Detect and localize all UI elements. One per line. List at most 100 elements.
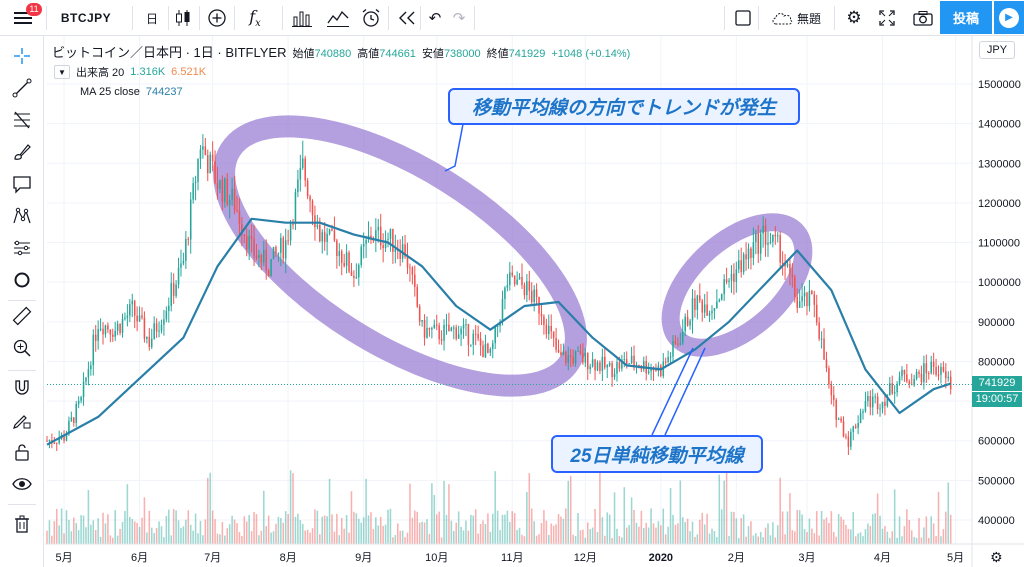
play-button[interactable]: ▶ — [994, 1, 1024, 34]
volume-bar — [893, 489, 896, 544]
trend-line-icon — [12, 78, 32, 98]
ma-annotation: 25日単純移動平均線 — [551, 435, 763, 473]
volume-bar — [68, 519, 70, 544]
high-label: 高値 — [357, 48, 380, 60]
last-price-label: 741929 — [972, 376, 1022, 391]
zoom-in-icon — [13, 339, 31, 357]
fib-tool[interactable] — [7, 106, 37, 134]
volume-bar — [533, 521, 535, 544]
save-layout-button[interactable]: 無題 — [760, 0, 832, 36]
candle-body — [521, 276, 523, 286]
candles-icon — [176, 10, 190, 26]
volume-bar — [725, 469, 728, 544]
fullscreen-button[interactable] — [872, 0, 902, 36]
candle-body — [180, 263, 182, 268]
candle-body — [340, 251, 343, 264]
volume-bar — [638, 526, 640, 544]
candle-body — [621, 359, 623, 369]
volume-bar — [718, 474, 721, 544]
volume-bar — [555, 524, 557, 544]
candle-body — [70, 417, 73, 421]
settings-button[interactable]: ⚙ — [840, 0, 868, 36]
crosshair-tool[interactable] — [7, 42, 37, 70]
pattern-tool[interactable] — [7, 202, 37, 230]
volume-bar — [796, 509, 799, 544]
volume-bar — [202, 535, 204, 544]
chart-type-button[interactable] — [170, 0, 196, 36]
ma-label[interactable]: MA 25 close — [80, 86, 140, 98]
snapshot-button[interactable] — [908, 0, 938, 36]
visibility-tool[interactable] — [7, 470, 37, 498]
magnet-tool[interactable] — [7, 374, 37, 402]
prediction-tool[interactable] — [7, 234, 37, 262]
volume-bar — [859, 532, 862, 544]
replay-button[interactable] — [392, 0, 422, 36]
volume-bar — [277, 516, 280, 544]
candle-body — [272, 246, 275, 260]
candle-body — [121, 319, 124, 333]
candle-body — [453, 327, 455, 329]
zoom-tool[interactable] — [7, 334, 37, 362]
candle-body — [141, 315, 143, 318]
symbol-search-button[interactable]: BTCJPY — [60, 11, 112, 25]
candle-body — [487, 343, 489, 353]
candle-body — [815, 304, 818, 323]
volume-bar — [241, 535, 243, 544]
trend-line-tool[interactable] — [7, 74, 37, 102]
redo-button[interactable]: ↷ — [448, 0, 470, 36]
time-tick-label: 10月 — [425, 552, 448, 564]
candle-body — [604, 356, 606, 368]
publish-button[interactable]: 投稿 — [940, 1, 992, 34]
alert-button[interactable] — [355, 0, 387, 36]
volume-bar — [255, 514, 258, 544]
volume-bar — [723, 480, 725, 544]
menu-button[interactable] — [6, 0, 40, 36]
ruler-tool[interactable] — [7, 302, 37, 330]
volume-bar — [947, 482, 950, 544]
undo-button[interactable]: ↶ — [424, 0, 446, 36]
lock-tool[interactable] — [7, 438, 37, 466]
volume-bar — [672, 514, 674, 544]
candle-body — [840, 418, 842, 422]
volume-bar — [720, 509, 723, 544]
brush-tool[interactable] — [7, 138, 37, 166]
financials-button[interactable] — [287, 0, 317, 36]
axis-settings-icon[interactable]: ⚙ — [990, 549, 1003, 565]
interval-button[interactable]: 日 — [145, 11, 158, 26]
volume-bar — [584, 537, 587, 544]
candle-body — [474, 333, 477, 335]
candle-body — [423, 319, 426, 338]
candle-body — [779, 235, 781, 263]
remove-tool[interactable] — [7, 510, 37, 538]
collapse-legend-button[interactable]: ▼ — [54, 65, 70, 79]
volume-bar — [686, 518, 689, 544]
volume-label[interactable]: 出来高 20 — [76, 67, 125, 79]
text-tool[interactable] — [7, 170, 37, 198]
volume-bar — [696, 534, 699, 544]
layout-button[interactable] — [728, 0, 758, 36]
candle-body — [828, 368, 830, 385]
price-tick-label: 500000 — [978, 475, 1015, 487]
shape-tool[interactable] — [7, 266, 37, 294]
volume-bar — [496, 510, 499, 544]
currency-button[interactable]: JPY — [979, 41, 1015, 59]
volume-bar — [340, 517, 343, 544]
templates-button[interactable] — [322, 0, 354, 36]
compare-button[interactable] — [203, 0, 231, 36]
time-tick-label: 6月 — [131, 552, 148, 564]
candle-body — [82, 381, 85, 398]
candle-body — [275, 246, 277, 254]
candle-body — [277, 252, 280, 254]
candle-body — [684, 316, 686, 332]
volume-bar — [284, 511, 287, 544]
volume-bar — [528, 473, 531, 544]
indicators-button[interactable]: fx — [238, 0, 272, 36]
volume-bar — [884, 526, 886, 544]
candle-body — [803, 292, 806, 297]
ma-callout-pointer-b — [664, 347, 706, 436]
price-tick-label: 900000 — [978, 317, 1015, 329]
candle-body — [747, 248, 750, 260]
candle-body — [294, 192, 297, 225]
draw-mode-tool[interactable] — [7, 406, 37, 434]
volume-bar — [776, 525, 779, 544]
